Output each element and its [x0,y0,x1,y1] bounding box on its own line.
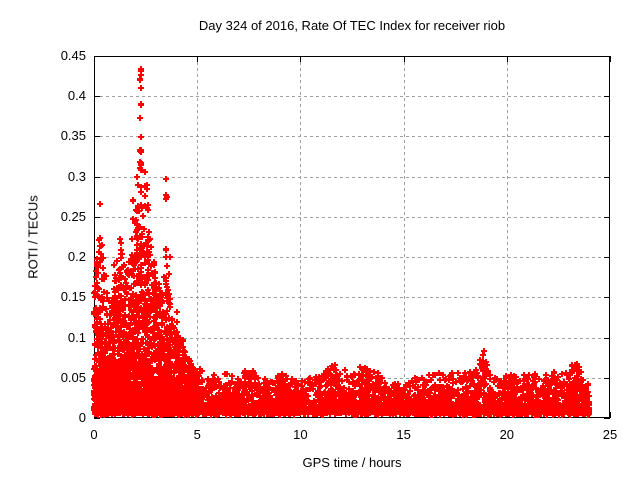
x-axis-label: GPS time / hours [302,455,402,470]
y-axis-label: ROTI / TECUs [25,195,41,279]
chart-title: Day 324 of 2016, Rate Of TEC Index for r… [198,18,506,33]
